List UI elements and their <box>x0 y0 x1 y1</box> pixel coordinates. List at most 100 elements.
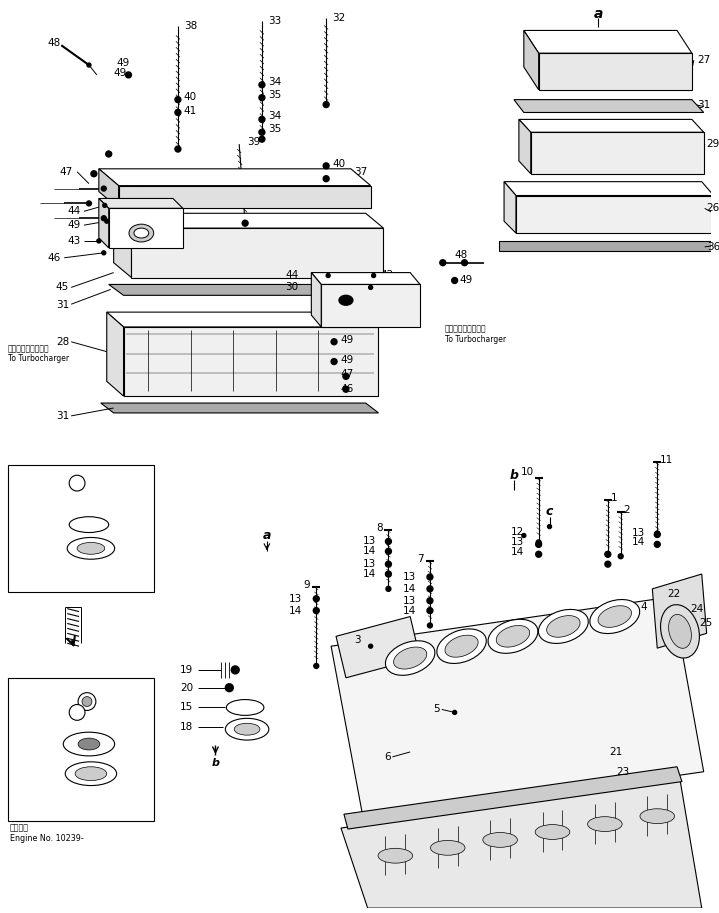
Polygon shape <box>99 198 183 208</box>
Ellipse shape <box>234 723 260 735</box>
Circle shape <box>259 130 265 135</box>
Text: 33: 33 <box>268 16 281 26</box>
Ellipse shape <box>63 732 114 756</box>
Circle shape <box>69 475 85 491</box>
Ellipse shape <box>598 605 631 627</box>
Polygon shape <box>519 120 704 132</box>
Bar <box>8 466 154 592</box>
Text: 18: 18 <box>18 541 31 551</box>
Ellipse shape <box>640 809 674 824</box>
Text: 34: 34 <box>268 77 281 87</box>
Circle shape <box>427 586 433 592</box>
Ellipse shape <box>225 719 269 740</box>
Circle shape <box>313 664 319 668</box>
Circle shape <box>548 525 551 529</box>
Text: 1: 1 <box>611 493 618 503</box>
Circle shape <box>242 220 248 226</box>
Circle shape <box>654 531 660 538</box>
Text: 36: 36 <box>707 242 719 252</box>
Text: 18: 18 <box>18 767 31 777</box>
Circle shape <box>175 146 181 152</box>
Circle shape <box>605 551 611 557</box>
Ellipse shape <box>339 295 353 305</box>
Circle shape <box>343 386 349 393</box>
Text: 27: 27 <box>697 55 710 65</box>
Polygon shape <box>652 574 707 648</box>
Text: 44: 44 <box>67 206 81 216</box>
Text: b: b <box>510 468 518 482</box>
Text: 6: 6 <box>384 752 390 761</box>
Polygon shape <box>106 312 124 396</box>
Circle shape <box>103 204 106 207</box>
Text: 19: 19 <box>180 665 193 675</box>
Circle shape <box>440 259 446 266</box>
Text: 46: 46 <box>47 253 60 263</box>
Circle shape <box>259 136 265 142</box>
Text: 14: 14 <box>289 605 303 615</box>
Circle shape <box>259 117 265 122</box>
Circle shape <box>102 251 106 255</box>
Text: 35: 35 <box>268 124 281 134</box>
Text: 15: 15 <box>18 519 31 530</box>
Circle shape <box>605 551 610 557</box>
Ellipse shape <box>539 609 588 644</box>
Circle shape <box>126 72 132 78</box>
Text: 24: 24 <box>690 603 703 614</box>
Polygon shape <box>519 120 531 173</box>
Polygon shape <box>499 241 712 251</box>
Text: 14: 14 <box>362 546 375 556</box>
Polygon shape <box>531 132 704 173</box>
Text: 13: 13 <box>510 538 524 548</box>
Polygon shape <box>114 214 132 278</box>
Text: 19: 19 <box>18 708 31 718</box>
Polygon shape <box>311 273 420 285</box>
Ellipse shape <box>546 615 580 637</box>
Text: 8: 8 <box>376 522 383 532</box>
Text: 39: 39 <box>247 137 260 147</box>
Text: 31: 31 <box>56 411 69 421</box>
Ellipse shape <box>496 625 530 647</box>
Ellipse shape <box>67 538 114 560</box>
Text: 43: 43 <box>67 236 81 246</box>
Ellipse shape <box>78 738 100 750</box>
Text: ターボチャージャへ
To Turbocharger: ターボチャージャへ To Turbocharger <box>8 344 69 363</box>
Circle shape <box>105 219 109 223</box>
Circle shape <box>452 278 457 283</box>
Circle shape <box>385 561 391 567</box>
Circle shape <box>259 95 265 100</box>
Text: 47: 47 <box>340 370 353 380</box>
Bar <box>8 677 154 821</box>
Text: 40: 40 <box>332 159 345 169</box>
Circle shape <box>453 710 457 714</box>
Circle shape <box>331 339 337 345</box>
Text: C: C <box>77 807 85 817</box>
Circle shape <box>427 598 433 603</box>
Polygon shape <box>539 53 692 89</box>
Polygon shape <box>132 228 383 278</box>
Text: 42: 42 <box>380 269 394 279</box>
Text: 45: 45 <box>378 282 392 292</box>
Circle shape <box>97 239 101 243</box>
Text: 47: 47 <box>59 167 73 177</box>
Text: 49: 49 <box>459 276 473 286</box>
Text: 13: 13 <box>403 595 416 605</box>
Text: 14: 14 <box>632 538 646 548</box>
Text: 48: 48 <box>47 38 60 48</box>
Circle shape <box>385 539 391 544</box>
Text: 13: 13 <box>289 593 303 603</box>
Circle shape <box>324 175 329 182</box>
Circle shape <box>618 554 623 559</box>
Polygon shape <box>101 403 378 413</box>
Polygon shape <box>109 285 395 295</box>
Circle shape <box>522 533 526 538</box>
Polygon shape <box>119 185 370 208</box>
Ellipse shape <box>535 824 569 839</box>
Ellipse shape <box>661 604 700 658</box>
Circle shape <box>313 608 319 614</box>
Ellipse shape <box>226 699 264 716</box>
Circle shape <box>654 541 660 548</box>
Text: 9: 9 <box>303 580 311 590</box>
Polygon shape <box>341 780 702 908</box>
Circle shape <box>101 215 106 221</box>
Text: 49: 49 <box>67 220 81 230</box>
